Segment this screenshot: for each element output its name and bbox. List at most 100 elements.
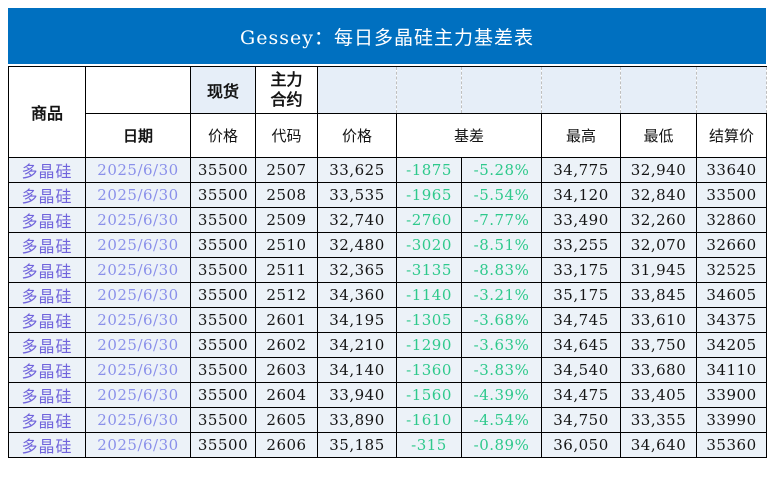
cell-basis: -3135 [396,257,462,283]
cell-price: 33,625 [317,157,397,183]
cell-code: 2510 [255,232,318,258]
cell-basis-pct: -5.54% [461,182,542,208]
table-row: 多晶硅 2025/6/30 35500 2511 32,365 -3135 -8… [8,257,767,283]
cell-spot-price: 35500 [190,332,256,358]
table-row: 多晶硅 2025/6/30 35500 2606 35,185 -315 -0.… [8,432,767,458]
cell-commodity: 多晶硅 [8,357,86,383]
cell-low: 32,070 [620,232,697,258]
cell-basis-pct: -3.83% [461,357,542,383]
cell-settlement: 33500 [696,182,767,208]
table-row: 多晶硅 2025/6/30 35500 2512 34,360 -1140 -3… [8,282,767,308]
cell-basis: -1305 [396,307,462,333]
header-ghost-cell [541,66,621,114]
cell-basis-pct: -8.83% [461,257,542,283]
cell-basis-pct: -4.39% [461,382,542,408]
cell-high: 34,120 [541,182,621,208]
cell-code: 2604 [255,382,318,408]
header-ghost-cell [620,66,697,114]
cell-basis-pct: -8.51% [461,232,542,258]
cell-high: 34,540 [541,357,621,383]
cell-low: 33,405 [620,382,697,408]
cell-high: 33,255 [541,232,621,258]
cell-spot-price: 35500 [190,182,256,208]
cell-low: 31,945 [620,257,697,283]
cell-settlement: 34205 [696,332,767,358]
cell-low: 33,845 [620,282,697,308]
cell-code: 2512 [255,282,318,308]
col-header-main-contract: 主力合约 [255,66,318,114]
cell-commodity: 多晶硅 [8,332,86,358]
cell-spot-price: 35500 [190,157,256,183]
cell-basis: -1965 [396,182,462,208]
title-banner: Gessey：每日多晶硅主力基差表 [8,8,766,64]
cell-price: 33,890 [317,407,397,433]
cell-settlement: 33640 [696,157,767,183]
cell-basis: -1560 [396,382,462,408]
cell-code: 2603 [255,357,318,383]
table-row: 多晶硅 2025/6/30 35500 2603 34,140 -1360 -3… [8,357,767,383]
cell-code: 2602 [255,332,318,358]
cell-basis-pct: -0.89% [461,432,542,458]
cell-high: 35,175 [541,282,621,308]
cell-basis: -315 [396,432,462,458]
page: Gessey：每日多晶硅主力基差表 商品 现货 主力合约 日期 价格 [8,8,767,458]
cell-date: 2025/6/30 [85,332,191,358]
cell-code: 2508 [255,182,318,208]
cell-commodity: 多晶硅 [8,157,86,183]
cell-low: 32,940 [620,157,697,183]
header-row-2: 日期 价格 代码 价格 基差 最高 最低 结算价 [9,113,767,158]
cell-code: 2605 [255,407,318,433]
col-header-high: 最高 [541,113,621,158]
cell-date: 2025/6/30 [85,357,191,383]
cell-high: 36,050 [541,432,621,458]
cell-basis-pct: -3.21% [461,282,542,308]
cell-code: 2511 [255,257,318,283]
cell-spot-price: 35500 [190,382,256,408]
cell-commodity: 多晶硅 [8,232,86,258]
cell-low: 32,260 [620,207,697,233]
cell-low: 33,750 [620,332,697,358]
col-header-contract-price: 价格 [317,113,397,158]
cell-commodity: 多晶硅 [8,307,86,333]
col-header-basis: 基差 [396,113,542,158]
cell-price: 34,195 [317,307,397,333]
cell-price: 35,185 [317,432,397,458]
cell-date: 2025/6/30 [85,432,191,458]
cell-spot-price: 35500 [190,257,256,283]
cell-commodity: 多晶硅 [8,407,86,433]
cell-basis-pct: -4.54% [461,407,542,433]
cell-price: 32,740 [317,207,397,233]
cell-low: 33,610 [620,307,697,333]
cell-date: 2025/6/30 [85,207,191,233]
cell-high: 34,645 [541,332,621,358]
cell-high: 34,750 [541,407,621,433]
col-header-commodity: 商品 [8,66,86,158]
cell-spot-price: 35500 [190,432,256,458]
col-header-settlement: 结算价 [696,113,767,158]
cell-basis-pct: -3.63% [461,332,542,358]
cell-price: 33,940 [317,382,397,408]
cell-code: 2509 [255,207,318,233]
cell-basis: -1140 [396,282,462,308]
cell-settlement: 34110 [696,357,767,383]
table-row: 多晶硅 2025/6/30 35500 2508 33,535 -1965 -5… [8,182,767,208]
cell-date: 2025/6/30 [85,232,191,258]
cell-spot-price: 35500 [190,282,256,308]
cell-high: 33,175 [541,257,621,283]
table-body: 多晶硅 2025/6/30 35500 2507 33,625 -1875 -5… [8,157,767,458]
cell-spot-price: 35500 [190,407,256,433]
cell-date: 2025/6/30 [85,307,191,333]
header-row-1: 商品 现货 主力合约 [8,66,767,158]
cell-settlement: 33900 [696,382,767,408]
banner-title: Gessey：每日多晶硅主力基差表 [240,26,534,49]
table-row: 多晶硅 2025/6/30 35500 2601 34,195 -1305 -3… [8,307,767,333]
table-row: 多晶硅 2025/6/30 35500 2507 33,625 -1875 -5… [8,157,767,183]
cell-code: 2606 [255,432,318,458]
cell-date: 2025/6/30 [85,407,191,433]
cell-spot-price: 35500 [190,357,256,383]
cell-settlement: 34605 [696,282,767,308]
cell-code: 2507 [255,157,318,183]
cell-settlement: 32660 [696,232,767,258]
cell-date: 2025/6/30 [85,157,191,183]
cell-high: 33,490 [541,207,621,233]
